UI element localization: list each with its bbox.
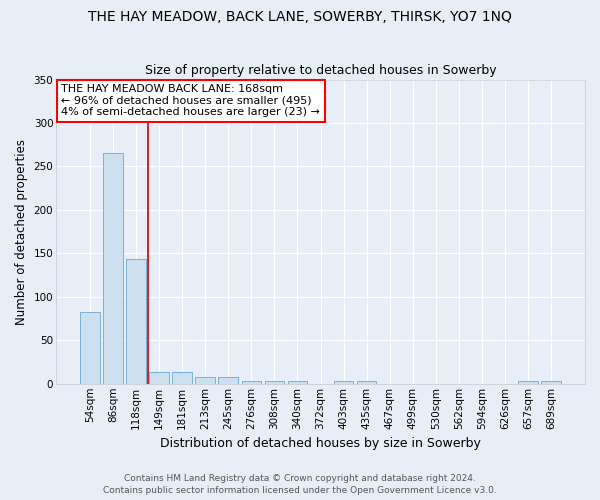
Text: THE HAY MEADOW, BACK LANE, SOWERBY, THIRSK, YO7 1NQ: THE HAY MEADOW, BACK LANE, SOWERBY, THIR… [88, 10, 512, 24]
Bar [103, 154, 123, 384]
Bar [287, 381, 307, 384]
Bar [357, 381, 376, 384]
Bar [265, 381, 284, 384]
Bar [149, 372, 169, 384]
Bar [242, 381, 261, 384]
Bar [541, 381, 561, 384]
Text: Contains HM Land Registry data © Crown copyright and database right 2024.
Contai: Contains HM Land Registry data © Crown c… [103, 474, 497, 495]
Bar [218, 377, 238, 384]
Title: Size of property relative to detached houses in Sowerby: Size of property relative to detached ho… [145, 64, 496, 77]
Y-axis label: Number of detached properties: Number of detached properties [15, 138, 28, 324]
Bar [518, 381, 538, 384]
Bar [334, 381, 353, 384]
Bar [172, 372, 192, 384]
Bar [126, 260, 146, 384]
Text: THE HAY MEADOW BACK LANE: 168sqm
← 96% of detached houses are smaller (495)
4% o: THE HAY MEADOW BACK LANE: 168sqm ← 96% o… [61, 84, 320, 117]
Bar [80, 312, 100, 384]
X-axis label: Distribution of detached houses by size in Sowerby: Distribution of detached houses by size … [160, 437, 481, 450]
Bar [196, 377, 215, 384]
